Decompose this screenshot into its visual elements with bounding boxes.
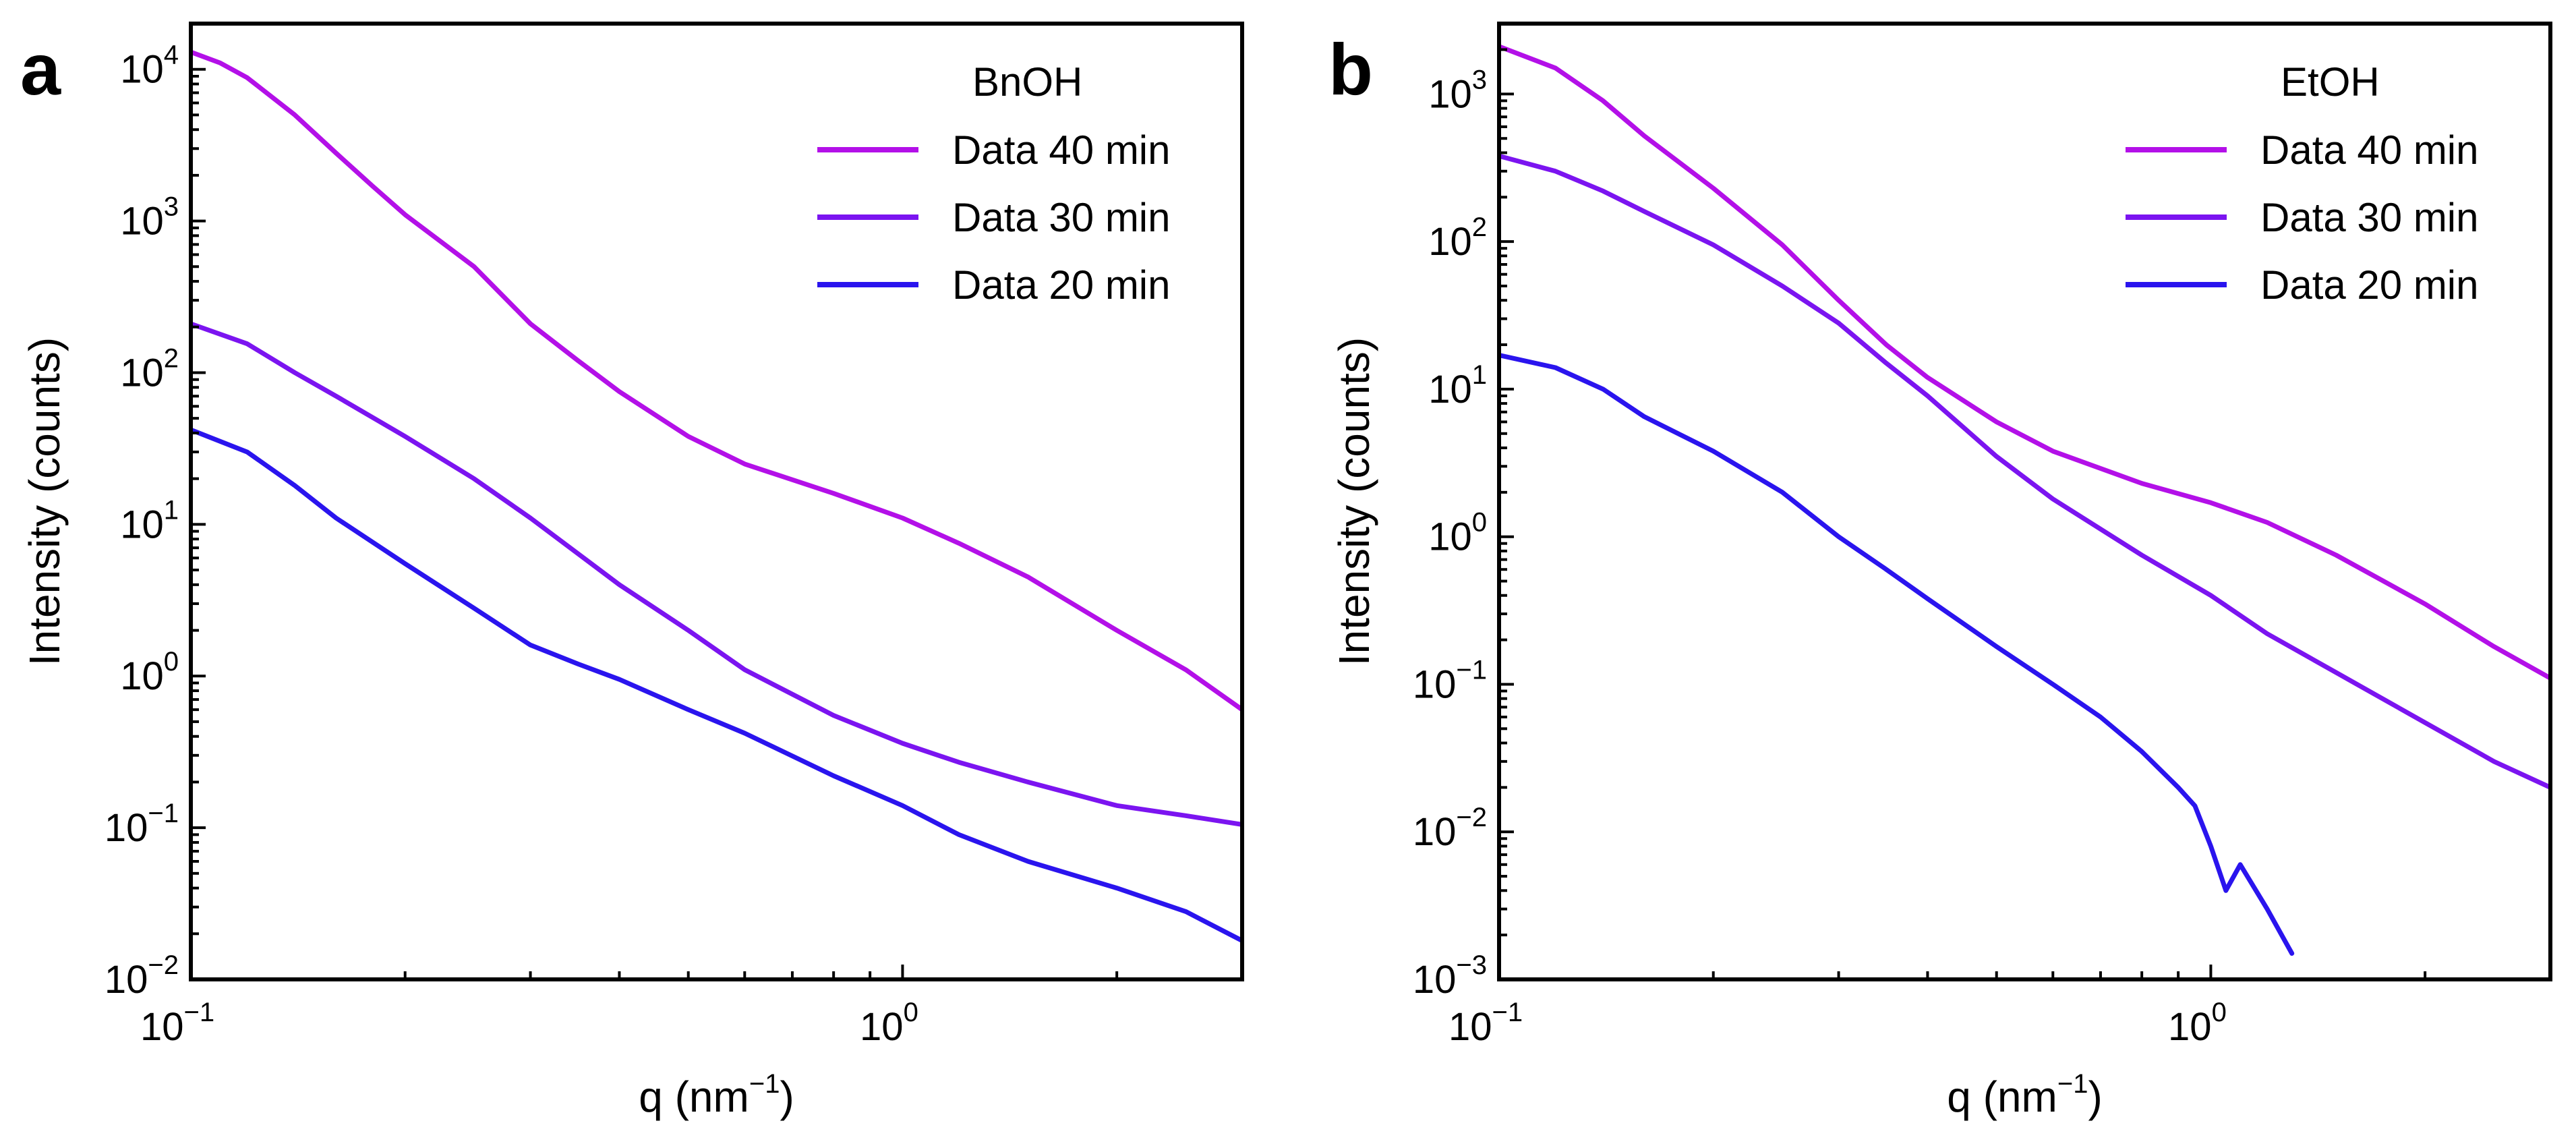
legend: EtOH Data 40 min Data 30 min Data 20 min bbox=[2126, 59, 2479, 308]
y-tick-label: 101 bbox=[1428, 360, 1487, 411]
y-tick-label: 103 bbox=[120, 192, 179, 243]
series-line-data-20-min bbox=[191, 427, 1242, 944]
x-tick-label: 100 bbox=[860, 998, 918, 1049]
y-tick-label: 102 bbox=[120, 343, 179, 395]
legend-label: Data 20 min bbox=[2260, 262, 2479, 308]
y-tick-label: 10−3 bbox=[1413, 950, 1487, 1002]
x-tick-label: 10−1 bbox=[1448, 998, 1523, 1049]
y-tick-label: 101 bbox=[120, 495, 179, 546]
y-tick-label: 104 bbox=[120, 40, 179, 92]
y-tick-label: 10−1 bbox=[105, 799, 179, 850]
legend-label: Data 30 min bbox=[2260, 195, 2479, 240]
series-line-data-40-min bbox=[191, 49, 1242, 712]
y-tick-label: 103 bbox=[1428, 65, 1487, 116]
series-line-data-30-min bbox=[1499, 153, 2550, 790]
legend: BnOH Data 40 min Data 30 min Data 20 min bbox=[817, 59, 1171, 308]
x-tick-label: 100 bbox=[2168, 998, 2227, 1049]
legend-label: Data 40 min bbox=[952, 127, 1171, 173]
y-tick-label: 100 bbox=[120, 647, 179, 698]
plot-frame bbox=[189, 22, 1244, 981]
x-tick-label: 10−1 bbox=[140, 998, 214, 1049]
x-axis-label: q (nm−1) bbox=[1947, 1069, 2103, 1121]
y-tick-label: 10−1 bbox=[1413, 655, 1487, 706]
y-axis-label: Intensity (counts) bbox=[1330, 337, 1378, 666]
y-tick-label: 102 bbox=[1428, 212, 1487, 264]
plot-frame bbox=[1497, 22, 2552, 981]
legend-title: EtOH bbox=[2281, 59, 2380, 105]
series-line-data-40-min bbox=[1499, 44, 2550, 681]
y-tick-label: 10−2 bbox=[1413, 803, 1487, 854]
y-tick-label: 10−2 bbox=[105, 950, 179, 1002]
y-axis-label: Intensity (counts) bbox=[20, 337, 69, 666]
legend-label: Data 20 min bbox=[952, 262, 1171, 308]
legend-label: Data 40 min bbox=[2260, 127, 2479, 173]
panel-letter: b bbox=[1328, 28, 1373, 110]
legend-title: BnOH bbox=[972, 59, 1082, 105]
series-line-data-20-min bbox=[1499, 353, 2295, 956]
legend-label: Data 30 min bbox=[952, 195, 1171, 240]
x-axis-label: q (nm−1) bbox=[639, 1069, 794, 1121]
panel-letter: a bbox=[20, 28, 61, 110]
series-line-data-30-min bbox=[191, 321, 1242, 827]
y-tick-label: 100 bbox=[1428, 508, 1487, 559]
panel-b: 10−1 100 10−3 10−2 10−1 100 101 102 103 q (nm−1) I… bbox=[1328, 22, 2552, 1121]
